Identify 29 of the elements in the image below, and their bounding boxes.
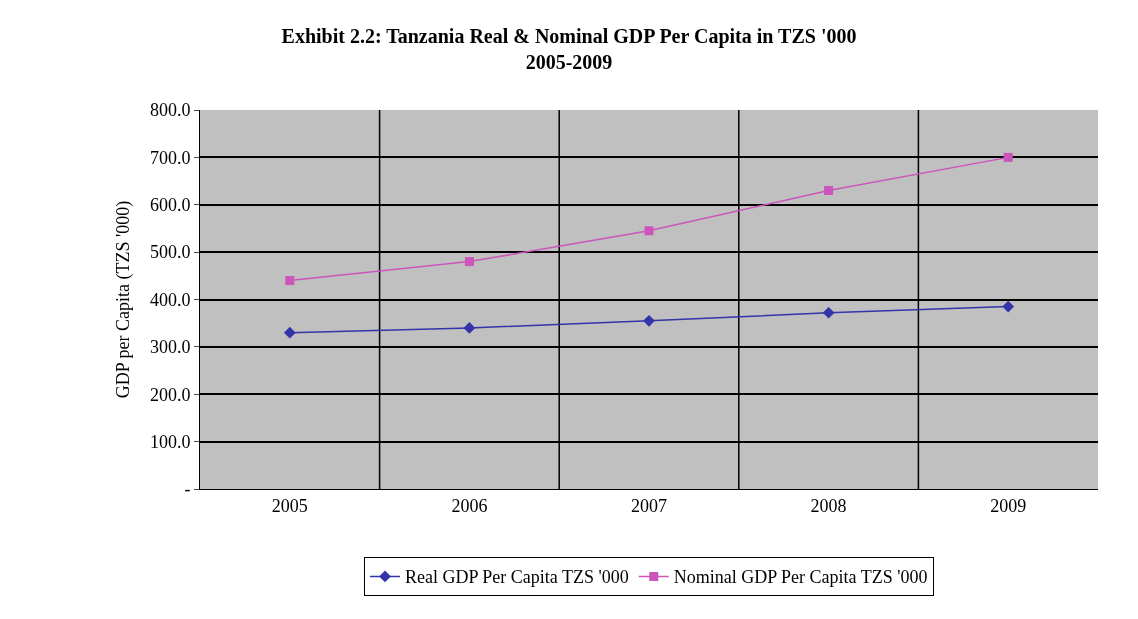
- point: [824, 186, 834, 196]
- point: [643, 314, 655, 327]
- y-tick-label: 700.0: [149, 147, 191, 168]
- x-tick-label: 2005: [271, 495, 308, 516]
- y-tick-label: -: [184, 479, 191, 500]
- point: [285, 276, 295, 286]
- point: [464, 257, 474, 267]
- point: [463, 322, 476, 334]
- x-tick-label: 2007: [631, 495, 667, 516]
- point: [1002, 300, 1015, 313]
- legend-label: Real GDP Per Capita TZS '000: [405, 567, 629, 588]
- point: [822, 306, 835, 319]
- x-tick-label: 2008: [810, 495, 847, 516]
- point: [283, 326, 296, 339]
- chart-subtitle: 2005-2009: [525, 51, 613, 74]
- y-tick-label: 800.0: [149, 100, 191, 121]
- point: [1003, 152, 1013, 162]
- point: [644, 226, 654, 236]
- y-tick-label: 200.0: [149, 384, 191, 405]
- x-tick-label: 2009: [990, 495, 1027, 516]
- y-tick-label: 300.0: [149, 337, 191, 358]
- y-tick-label: 500.0: [149, 242, 191, 263]
- y-tick-label: 600.0: [149, 195, 191, 216]
- chart-title: Exhibit 2.2: Tanzania Real & Nominal GDP Per Capita in TZS '000: [281, 25, 857, 49]
- legend-label: Nominal GDP Per Capita TZS '000: [673, 567, 928, 588]
- x-tick-label: 2006: [451, 495, 488, 516]
- y-tick-label: 100.0: [149, 431, 191, 452]
- y-tick-label: 400.0: [149, 289, 191, 310]
- y-axis-title: GDP per Capita (TZS '000): [113, 200, 135, 399]
